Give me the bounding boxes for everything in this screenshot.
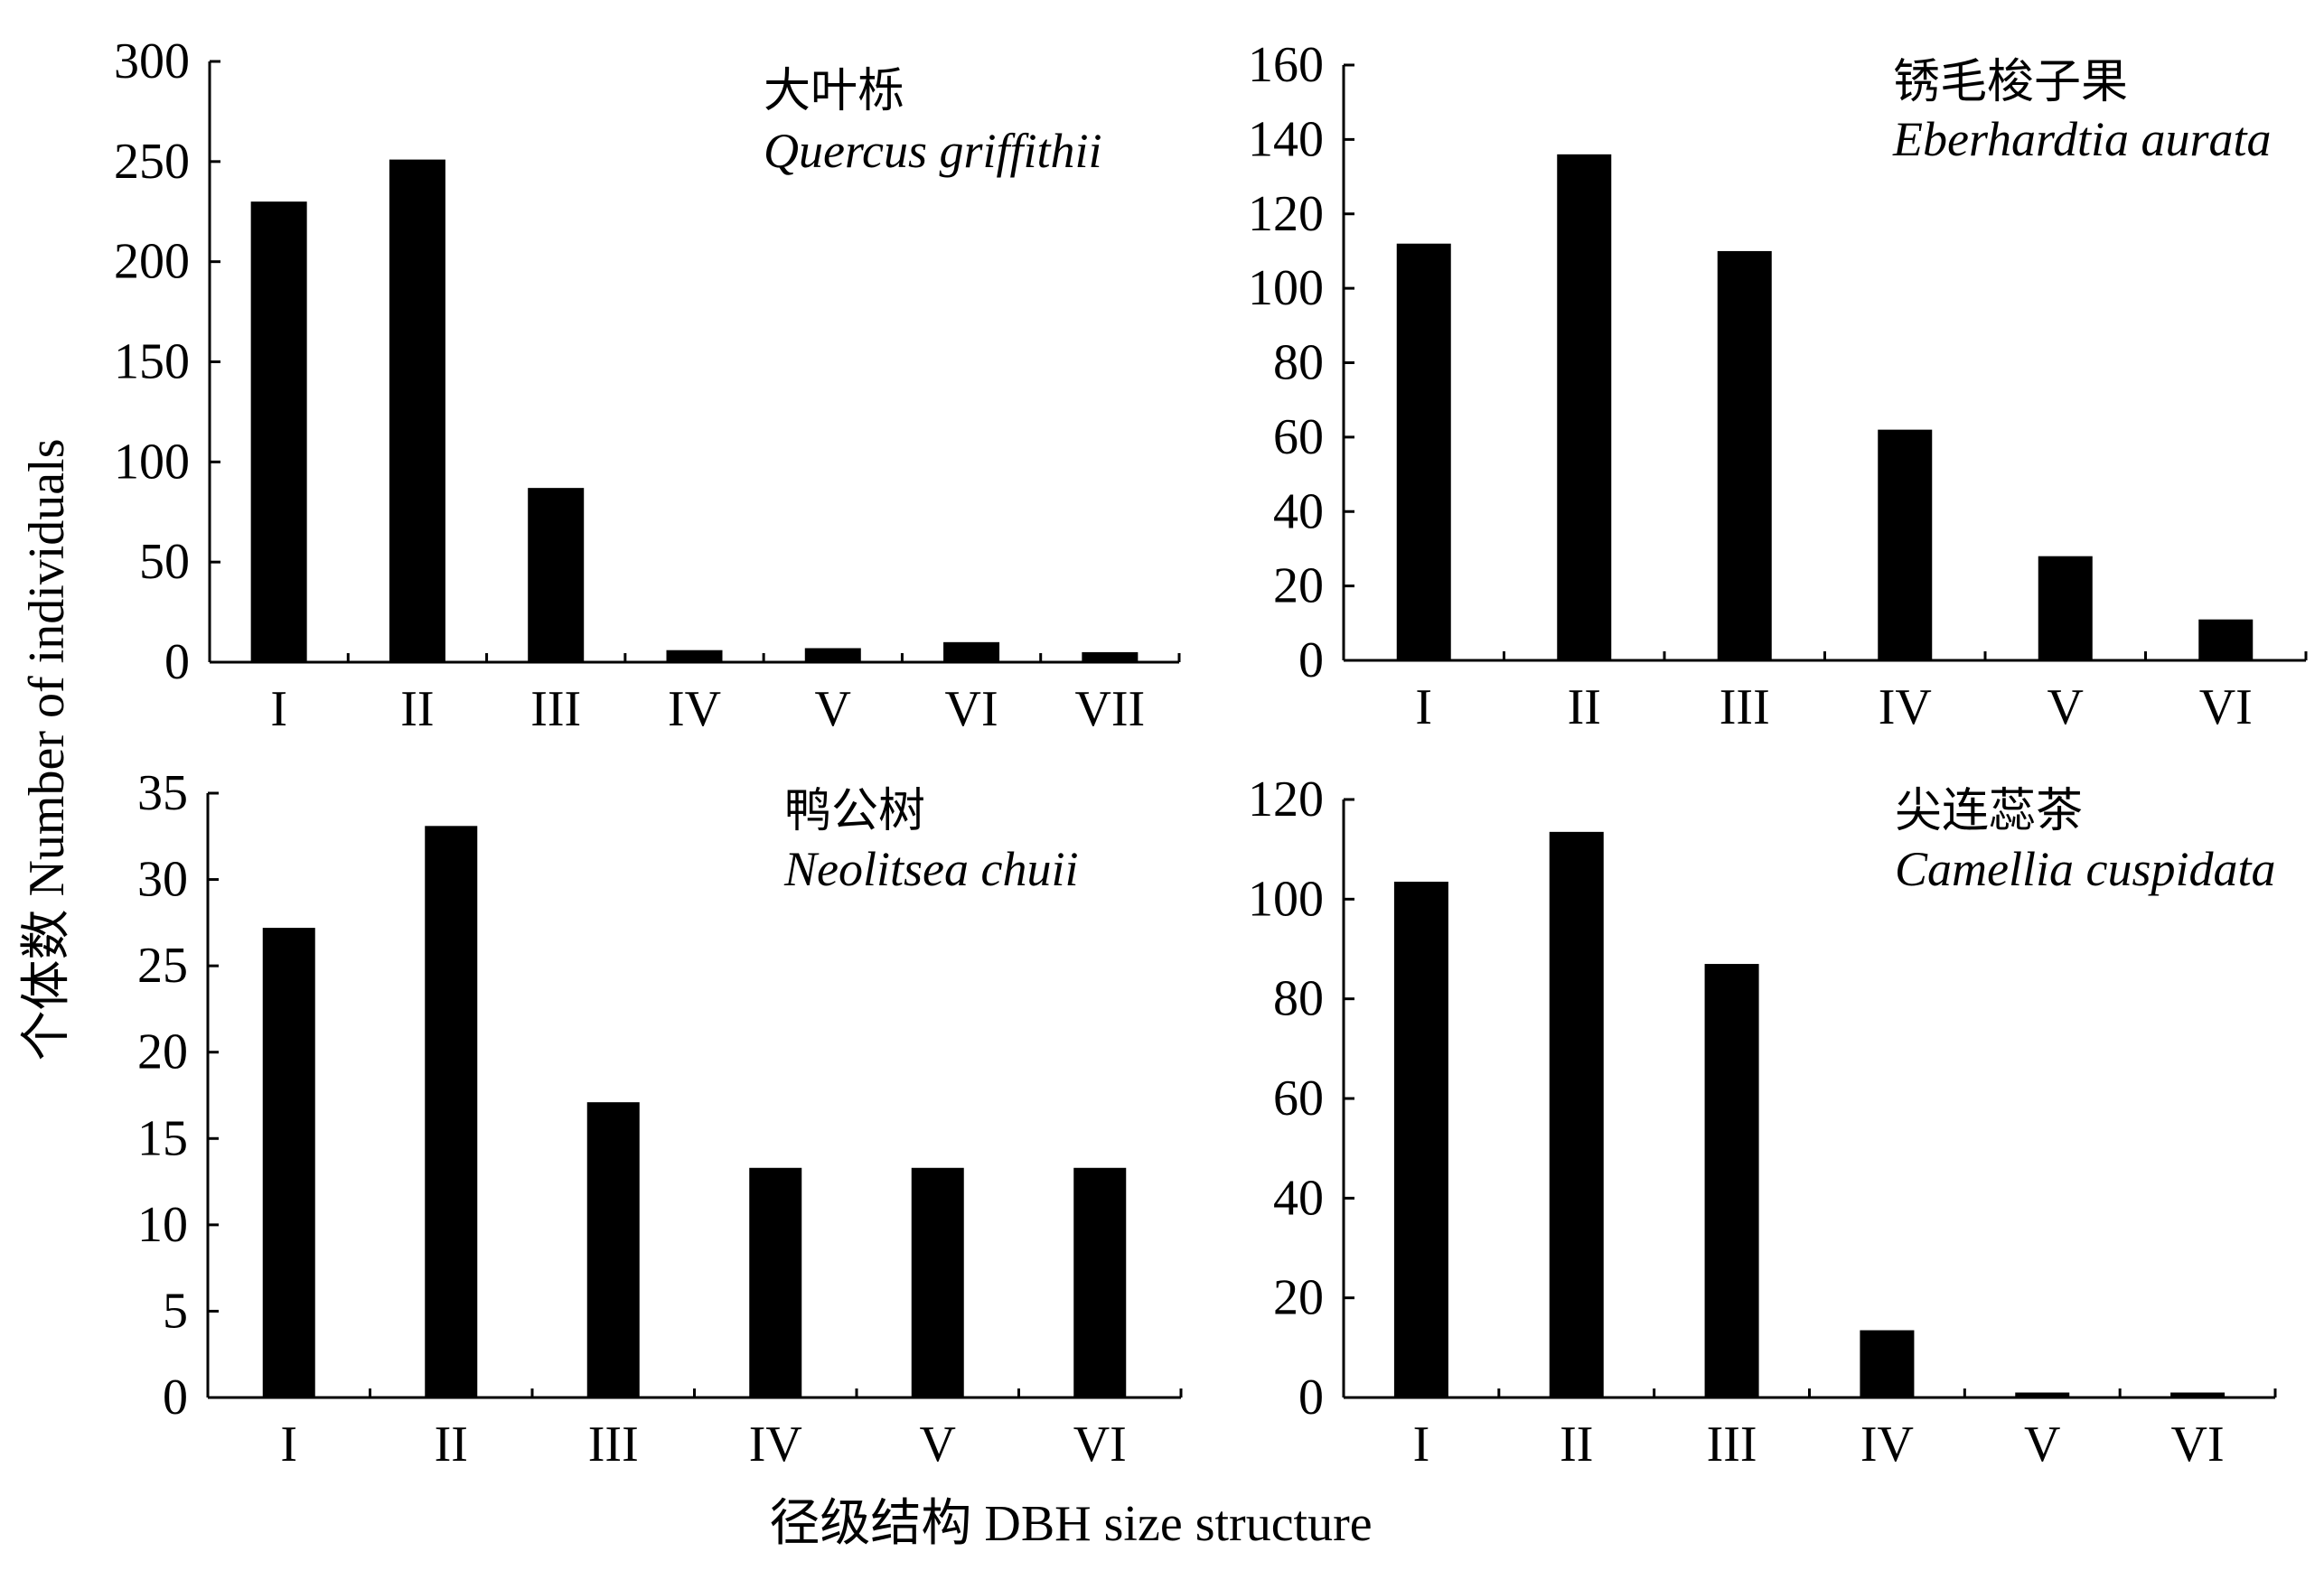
species-title-chinese: 尖连蕊茶 (1895, 784, 2083, 838)
x-tick-label: II (400, 681, 434, 737)
bar (911, 1167, 964, 1398)
x-tick-label: I (1415, 679, 1432, 735)
y-tick-label: 25 (137, 938, 188, 994)
bar (2198, 619, 2254, 660)
x-tick-label: V (2024, 1416, 2060, 1472)
bar (528, 488, 585, 662)
x-tick-label: IV (1860, 1416, 1914, 1472)
x-tick-label: V (2048, 679, 2084, 735)
x-tick-label: IV (668, 681, 721, 737)
y-tick-label: 100 (1248, 871, 1324, 927)
x-tick-label: VI (1073, 1416, 1127, 1472)
x-tick-label: I (270, 681, 287, 737)
bar (389, 159, 445, 662)
y-tick-label: 10 (137, 1197, 188, 1253)
y-tick-label: 20 (1273, 558, 1324, 614)
bar (1878, 429, 1933, 660)
bar (425, 826, 478, 1398)
bar (1557, 154, 1612, 661)
y-tick-label: 0 (164, 634, 190, 690)
bar (1717, 250, 1772, 660)
y-tick-label: 0 (163, 1370, 188, 1426)
y-tick-label: 5 (163, 1283, 188, 1339)
species-title-latin: Quercus griffithii (764, 124, 1102, 178)
bar (804, 648, 861, 662)
y-tick-label: 40 (1273, 1170, 1324, 1226)
bar (262, 928, 315, 1398)
x-tick-label: I (280, 1416, 297, 1472)
bar (2038, 556, 2093, 660)
x-tick-label: VI (2199, 679, 2253, 735)
x-tick-label: V (815, 681, 851, 737)
bar (2170, 1392, 2226, 1398)
y-tick-label: 100 (114, 434, 190, 490)
y-tick-label: 120 (1248, 771, 1324, 827)
y-tick-label: 40 (1273, 483, 1324, 539)
x-axis-title: 径级结构 DBH size structure (769, 1496, 1372, 1552)
x-tick-label: I (1413, 1416, 1430, 1472)
y-tick-label: 80 (1273, 335, 1324, 391)
bar (1393, 882, 1448, 1398)
y-tick-label: 50 (139, 534, 190, 590)
bar (666, 650, 723, 662)
y-tick-label: 300 (114, 33, 190, 89)
bar (2015, 1392, 2070, 1398)
y-axis-title: 个体数 Number of individuals (19, 438, 75, 1061)
x-tick-label: III (1707, 1416, 1757, 1472)
bar (1860, 1330, 1915, 1398)
x-tick-label: VI (945, 681, 998, 737)
y-tick-label: 100 (1248, 260, 1324, 316)
bar (1082, 651, 1139, 662)
x-tick-label: II (1568, 679, 1601, 735)
x-tick-label: IV (1879, 679, 1932, 735)
y-tick-label: 15 (137, 1110, 188, 1166)
y-tick-label: 30 (137, 852, 188, 908)
y-tick-label: 20 (1273, 1270, 1324, 1326)
x-tick-label: VII (1074, 681, 1145, 737)
y-tick-label: 35 (137, 765, 188, 821)
y-tick-label: 80 (1273, 971, 1324, 1027)
x-tick-label: II (1560, 1416, 1593, 1472)
bar (1549, 831, 1604, 1398)
x-tick-label: III (530, 681, 581, 737)
y-tick-label: 150 (114, 334, 190, 390)
y-tick-label: 160 (1248, 37, 1324, 93)
bar (749, 1167, 802, 1398)
species-title-latin: Eberhardtia aurata (1892, 112, 2272, 166)
y-tick-label: 60 (1273, 409, 1324, 465)
species-title-latin: Camellia cuspidata (1895, 842, 2275, 896)
x-tick-label: VI (2171, 1416, 2225, 1472)
bar (1704, 964, 1759, 1398)
x-tick-label: V (920, 1416, 956, 1472)
species-title-chinese: 大叶栎 (764, 64, 904, 118)
x-tick-label: II (435, 1416, 468, 1472)
y-tick-label: 60 (1273, 1070, 1324, 1127)
y-tick-label: 0 (1298, 632, 1324, 688)
bar (1073, 1167, 1127, 1398)
bar (586, 1102, 640, 1398)
species-title-latin: Neolitsea chuii (783, 842, 1078, 896)
y-tick-label: 20 (137, 1024, 188, 1080)
y-tick-label: 0 (1298, 1370, 1324, 1426)
y-tick-label: 120 (1248, 186, 1324, 242)
y-tick-label: 140 (1248, 111, 1324, 167)
bar (250, 201, 307, 662)
bar (1396, 243, 1451, 660)
x-tick-label: III (588, 1416, 639, 1472)
species-title-chinese: 锈毛梭子果 (1893, 55, 2128, 109)
bar (943, 641, 1000, 662)
x-tick-label: III (1720, 679, 1770, 735)
y-tick-label: 200 (114, 234, 190, 290)
y-tick-label: 250 (114, 134, 190, 190)
x-tick-label: IV (749, 1416, 802, 1472)
species-title-chinese: 鸭公树 (784, 784, 925, 838)
